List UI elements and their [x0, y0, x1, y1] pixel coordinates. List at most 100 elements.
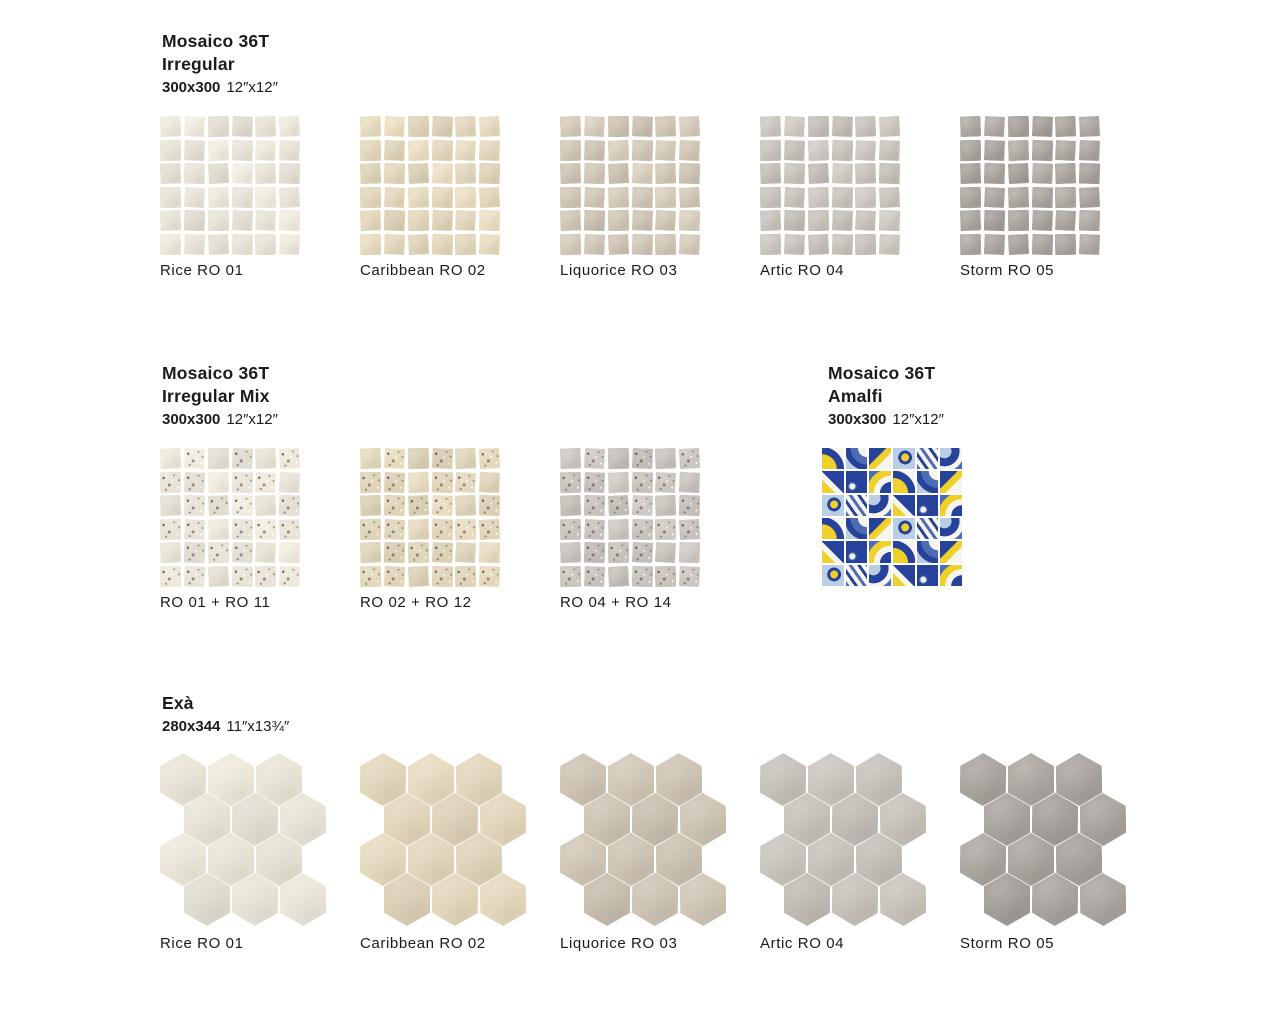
mosaic-tile: [455, 233, 477, 255]
mosaic-tile: [359, 209, 381, 231]
mosaic-tile: [559, 162, 581, 184]
mosaic-tile: [583, 565, 605, 587]
section-size: 280x344 11″x13¾″: [162, 716, 289, 737]
mosaic-tile: [631, 115, 653, 137]
mosaic-tile: [359, 186, 382, 208]
mosaic-tile: [479, 565, 501, 587]
mosaic-swatch-image: [559, 447, 701, 587]
swatch-label: RO 01 + RO 11: [160, 594, 271, 611]
section-header-irregular: Mosaico 36T Irregular 300x300 12″x12″: [162, 30, 278, 98]
mosaic-tile: [831, 162, 853, 184]
mosaic-tile: [679, 139, 701, 161]
mosaic-tile: [207, 162, 229, 184]
majolica-tile: [845, 518, 868, 540]
mosaic-tile: [231, 139, 253, 161]
mosaic-tile: [679, 471, 701, 493]
mosaic-tile: [983, 115, 1005, 137]
mosaic-tile: [1055, 162, 1077, 184]
mosaic-tile: [207, 115, 229, 137]
mosaic-tile: [759, 209, 781, 231]
mosaic-swatch-image: [959, 115, 1101, 255]
mosaic-tile: [279, 139, 301, 161]
section-size: 300x300 12″x12″: [162, 409, 278, 430]
mosaic-tile: [583, 115, 605, 137]
mosaic-tile: [679, 565, 701, 587]
mosaic-swatch-image: [359, 115, 501, 255]
mosaic-tile: [478, 162, 501, 184]
section-header-exa: Exà 280x344 11″x13¾″: [162, 692, 289, 737]
mosaic-tile: [183, 494, 205, 516]
mosaic-tile: [159, 115, 181, 137]
mosaic-tile: [783, 139, 805, 161]
mosaic-tile: [383, 209, 405, 231]
mosaic-tile: [855, 209, 877, 231]
mosaic-tile: [183, 162, 205, 184]
mosaic-tile: [655, 541, 677, 563]
mosaic-tile: [679, 186, 701, 208]
mosaic-tile: [679, 233, 701, 255]
mosaic-tile: [1031, 186, 1053, 208]
mosaic-tile: [1078, 162, 1101, 184]
mosaic-tile: [383, 162, 405, 184]
mosaic-tile: [407, 139, 429, 161]
mosaic-tile: [1007, 233, 1029, 255]
mosaic-tile: [607, 115, 629, 137]
mosaic-tile: [1007, 139, 1029, 161]
mosaic-tile: [478, 209, 501, 231]
majolica-tile: [892, 448, 915, 470]
section-header-amalfi: Mosaico 36T Amalfi 300x300 12″x12″: [828, 362, 944, 430]
mosaic-tile: [878, 209, 901, 231]
mosaic-tile: [1079, 186, 1101, 208]
mosaic-tile: [455, 565, 477, 587]
mosaic-tile: [255, 186, 277, 208]
majolica-tile: [845, 564, 868, 586]
mosaic-tile: [255, 565, 277, 587]
mosaic-tile: [783, 233, 805, 255]
mosaic-tile: [783, 162, 805, 184]
mosaic-tile: [855, 115, 877, 137]
mosaic-tile: [855, 162, 877, 184]
mosaic-tile: [879, 139, 901, 161]
mosaic-tile: [983, 162, 1005, 184]
mosaic-tile: [1007, 162, 1029, 184]
hexagon-swatch-image: [560, 753, 727, 927]
majolica-tile: [822, 471, 844, 493]
mosaic-tile: [455, 139, 477, 161]
mosaic-tile: [359, 139, 382, 161]
mosaic-tile: [231, 115, 253, 137]
mosaic-tile: [278, 541, 301, 563]
size-metric: 300x300: [162, 411, 221, 428]
mosaic-tile: [279, 518, 301, 540]
mosaic-tile: [855, 139, 877, 161]
product-mix-ro02-ro12: RO 02 + RO 12: [359, 447, 501, 611]
section-title: Mosaico 36T: [828, 363, 936, 383]
mosaic-tile: [1078, 209, 1101, 231]
swatch-label: RO 02 + RO 12: [360, 594, 472, 611]
majolica-tile: [916, 564, 939, 586]
mosaic-tile: [159, 494, 181, 516]
product-amalfi: [822, 448, 962, 586]
majolica-tile: [845, 448, 868, 470]
swatch-label: Storm RO 05: [960, 262, 1055, 279]
mosaic-tile: [255, 139, 277, 161]
mosaic-tile: [655, 186, 677, 208]
mosaic-tile: [607, 541, 629, 563]
mosaic-tile: [1055, 115, 1077, 137]
mosaic-tile: [959, 209, 981, 231]
mosaic-tile: [631, 186, 653, 208]
mosaic-tile: [655, 471, 677, 493]
mosaic-swatch-image: [159, 447, 301, 587]
mosaic-tile: [383, 233, 405, 255]
mosaic-tile: [479, 115, 501, 137]
majolica-tile: [916, 541, 939, 563]
mosaic-tile: [855, 233, 877, 255]
majolica-tile: [892, 471, 915, 493]
hexagon-swatch-image: [960, 753, 1127, 927]
mosaic-tile: [1055, 233, 1077, 255]
mosaic-tile: [583, 518, 605, 540]
mosaic-tile: [583, 541, 605, 563]
mosaic-tile: [407, 518, 429, 540]
mosaic-tile: [655, 209, 677, 231]
mosaic-tile: [679, 518, 701, 540]
mosaic-tile: [207, 518, 229, 540]
